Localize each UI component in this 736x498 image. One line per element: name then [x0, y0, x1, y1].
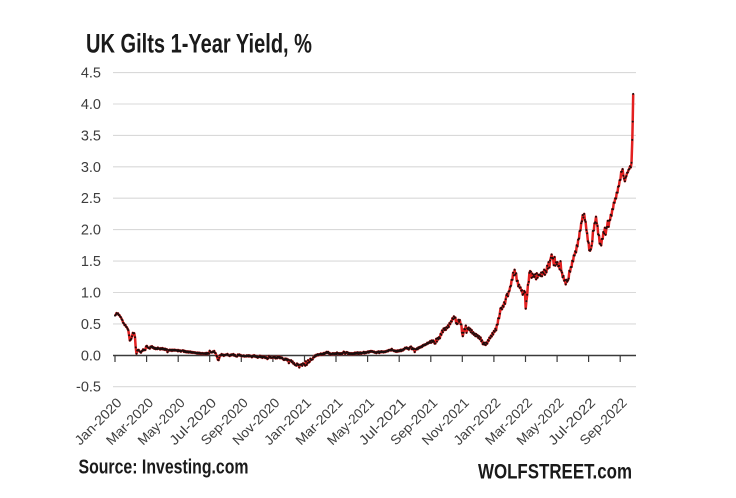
svg-text:-0.5: -0.5: [76, 380, 101, 396]
svg-text:2.0: 2.0: [81, 223, 101, 239]
svg-text:4.5: 4.5: [81, 66, 101, 82]
svg-text:2.5: 2.5: [81, 191, 101, 207]
svg-text:WOLFSTREET.com: WOLFSTREET.com: [478, 460, 632, 483]
svg-text:UK Gilts 1-Year Yield, %: UK Gilts 1-Year Yield, %: [86, 29, 312, 59]
svg-text:1.5: 1.5: [81, 254, 101, 270]
svg-text:0.5: 0.5: [81, 317, 101, 333]
svg-text:3.0: 3.0: [81, 160, 101, 176]
svg-text:1.0: 1.0: [81, 286, 101, 302]
svg-text:3.5: 3.5: [81, 128, 101, 144]
svg-text:4.0: 4.0: [81, 97, 101, 113]
svg-text:Source: Investing.com: Source: Investing.com: [79, 456, 249, 478]
svg-text:0.0: 0.0: [81, 348, 101, 364]
